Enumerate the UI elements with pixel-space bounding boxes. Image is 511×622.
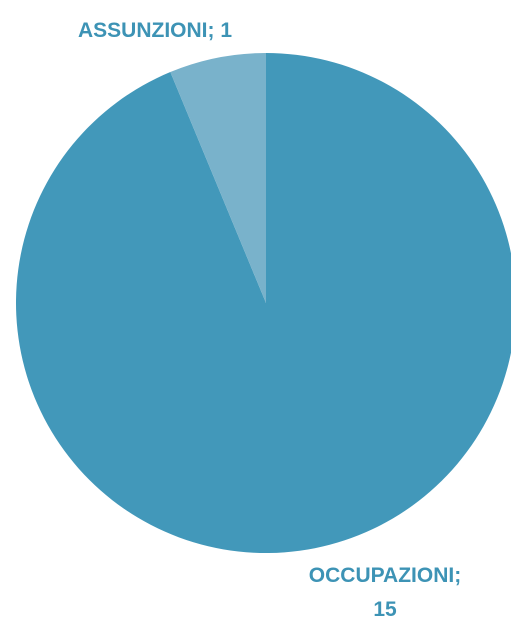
data-labels: OCCUPAZIONI; 15 ASSUNZIONI; 1 xyxy=(78,19,461,621)
pie-slices xyxy=(16,53,511,553)
pie-slice-assunzioni xyxy=(170,53,266,303)
data-label-assunzioni: ASSUNZIONI; 1 xyxy=(78,19,232,42)
data-label-occupazioni-line-1: OCCUPAZIONI; xyxy=(309,564,461,587)
pie-slice-occupazioni xyxy=(16,53,511,553)
data-label-occupazioni-line-2: 15 xyxy=(373,598,397,621)
